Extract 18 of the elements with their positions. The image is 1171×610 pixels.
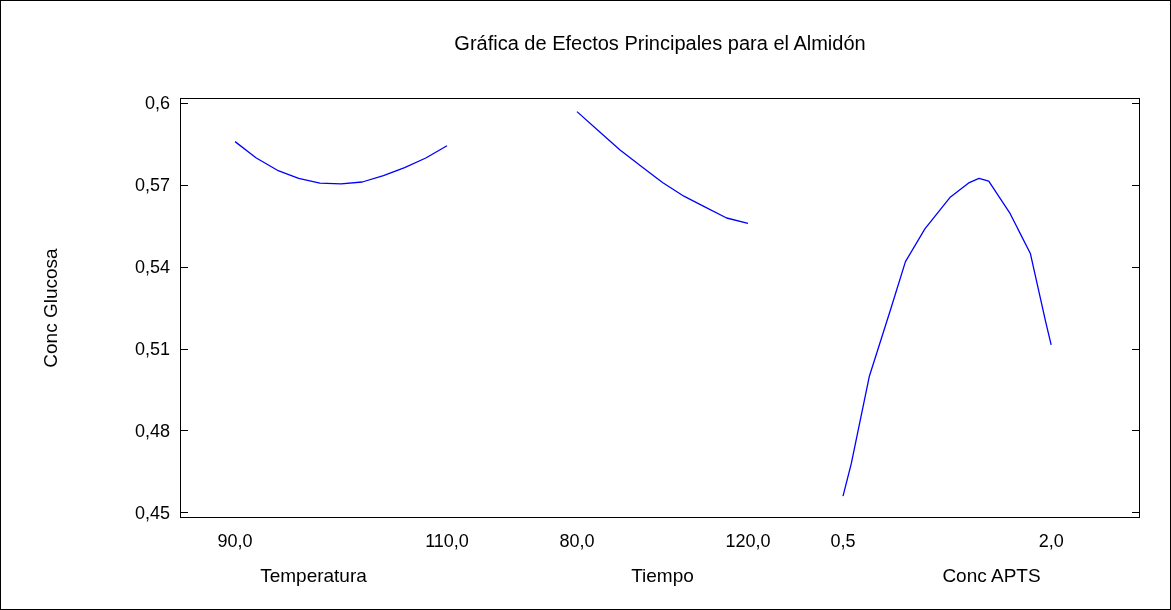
- x-tick-label: 90,0: [217, 531, 253, 551]
- y-tick-label: 0,6: [144, 93, 170, 114]
- x-tick-label: 120,0: [725, 531, 771, 551]
- y-axis-title: Conc Glucosa: [40, 247, 61, 368]
- x-axis-title: Conc APTS: [942, 565, 1041, 586]
- line-series: [234, 140, 448, 185]
- y-tick-label: 0,45: [134, 502, 170, 523]
- y-tick-label: 0,48: [134, 420, 170, 441]
- x-tick-label: 80,0: [559, 531, 595, 551]
- x-tick-label: 2,0: [1038, 531, 1064, 551]
- chart-title: Gráfica de Efectos Principales para el Almidón: [454, 32, 866, 54]
- x-tick-label: 110,0: [425, 531, 469, 551]
- y-tick-label: 0,54: [134, 257, 170, 278]
- y-tick-label: 0,57: [134, 175, 170, 196]
- x-tick-label: 0,5: [830, 531, 856, 551]
- y-tick-label: 0,51: [134, 338, 170, 359]
- x-axis-title: Tiempo: [631, 565, 694, 586]
- x-axis-title: Temperatura: [260, 565, 368, 586]
